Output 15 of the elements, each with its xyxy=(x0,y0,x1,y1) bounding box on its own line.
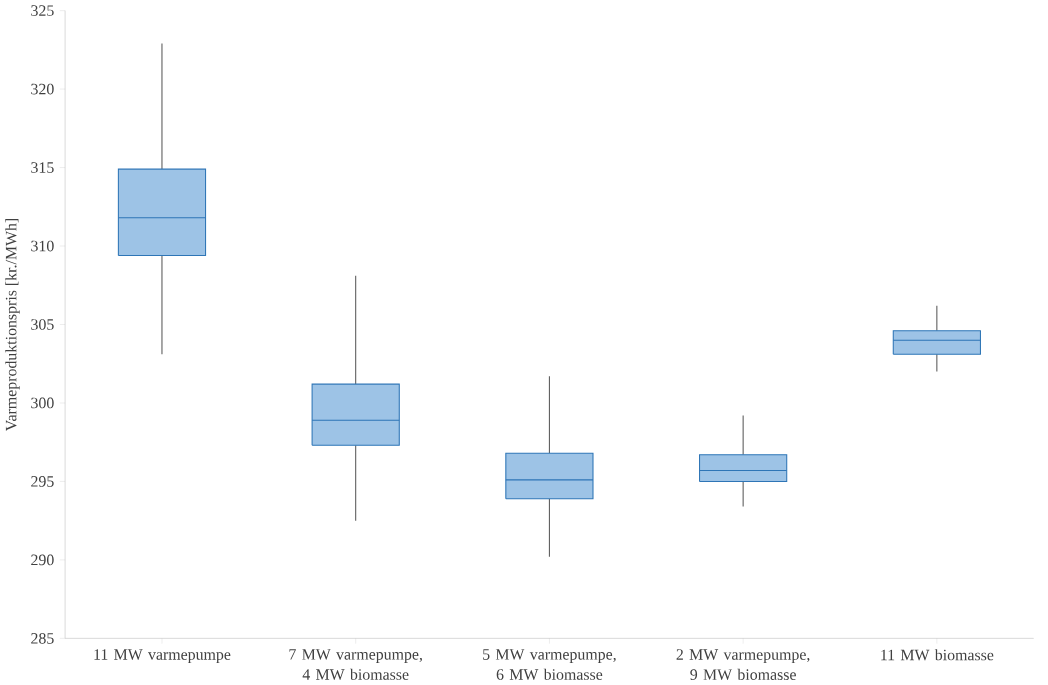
y-tick-label: 325 xyxy=(31,5,54,16)
y-tick-label: 305 xyxy=(31,318,54,330)
x-tick-label: 11 MW biomasse xyxy=(881,649,994,661)
y-tick-label: 300 xyxy=(31,397,54,409)
y-tick-label: 295 xyxy=(31,475,54,487)
x-tick-label: 5 MW varmepumpe, 6 MW biomasse xyxy=(483,649,616,680)
y-axis-title: Varmeproduktionspris [kr./MWh] xyxy=(5,218,20,431)
x-tick-label: 2 MW varmepumpe, 9 MW biomasse xyxy=(676,649,810,680)
x-tick-label: 7 MW varmepumpe, 4 MW biomasse xyxy=(289,649,422,680)
x-tick-label: 11 MW varmepumpe xyxy=(94,649,231,663)
y-tick-label: 310 xyxy=(31,240,54,252)
y-tick-label: 290 xyxy=(31,554,54,566)
y-tick-label: 315 xyxy=(31,162,54,173)
y-tick-label: 285 xyxy=(31,632,54,644)
y-tick-label: 320 xyxy=(31,83,54,95)
